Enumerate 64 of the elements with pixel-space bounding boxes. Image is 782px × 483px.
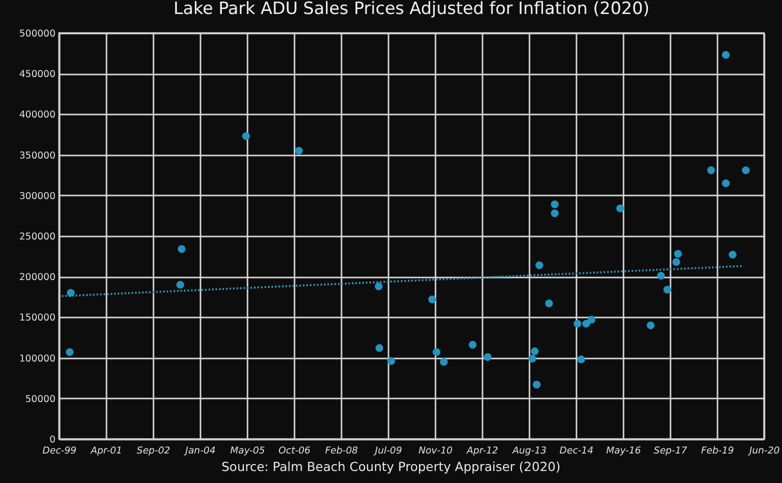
point [374,282,383,290]
point [646,321,655,330]
x-tick-label: Feb-19 [701,446,734,456]
x-tick-label: Dec-14 [560,446,594,456]
point [707,166,715,174]
y-tick-label: 350000 [19,150,56,162]
point [295,146,303,155]
x-tick-label: Jul-09 [373,446,402,456]
point [663,286,672,294]
point [528,354,536,362]
x-tick-label: Aug-13 [511,446,547,456]
y-tick-label: 500000 [19,28,56,40]
x-tick-label: Sep-17 [654,446,688,456]
x-tick-label: Apr-01 [90,446,122,456]
x-tick-label: Feb-08 [325,446,358,456]
source-note: Source: Palm Beach County Property Appraiser (2020) [220,459,562,474]
point [178,245,186,253]
point [574,320,582,328]
chart-title: Lake Park ADU Sales Prices Adjusted for Inflation (2020) [173,0,650,19]
point [728,250,736,259]
point [657,272,665,280]
point [742,166,750,174]
point [674,250,682,258]
x-tick-label: Sep-02 [136,446,170,456]
point [577,356,586,364]
point [428,295,436,304]
y-tick-label: 0 [49,434,56,446]
x-tick-label: May-16 [606,446,641,456]
point [66,348,74,356]
x-tick-label: Oct-06 [278,446,310,456]
point [530,347,539,356]
x-tick-label: Nov-10 [418,446,453,456]
point [176,280,184,289]
x-tick-label: May-05 [230,446,265,456]
point [432,348,440,356]
point [545,300,553,308]
x-tick-label: Apr-12 [466,446,498,456]
point [535,261,544,270]
point [440,358,448,366]
y-tick-label: 300000 [19,190,56,202]
point [468,340,476,349]
y-tick-label: 100000 [19,353,56,364]
x-tick-label: Dec-99 [42,446,76,456]
y-tick-label: 150000 [19,312,56,324]
point [616,204,624,212]
x-tick-label: Jan-04 [183,446,216,456]
x-tick-label: Jun-20 [747,446,780,456]
point [484,353,492,361]
point [532,380,541,388]
point [722,51,730,59]
y-tick-label: 400000 [19,110,56,121]
point [672,258,680,266]
y-tick-label: 200000 [19,272,56,284]
point [375,344,384,352]
point [387,357,395,365]
y-tick-label: 250000 [19,232,56,242]
point [550,209,559,218]
y-tick-label: 450000 [19,69,56,80]
point [588,316,596,324]
y-tick-label: 50000 [25,394,56,405]
point [242,132,250,140]
point [582,320,590,328]
point [550,200,559,208]
point [722,179,730,188]
